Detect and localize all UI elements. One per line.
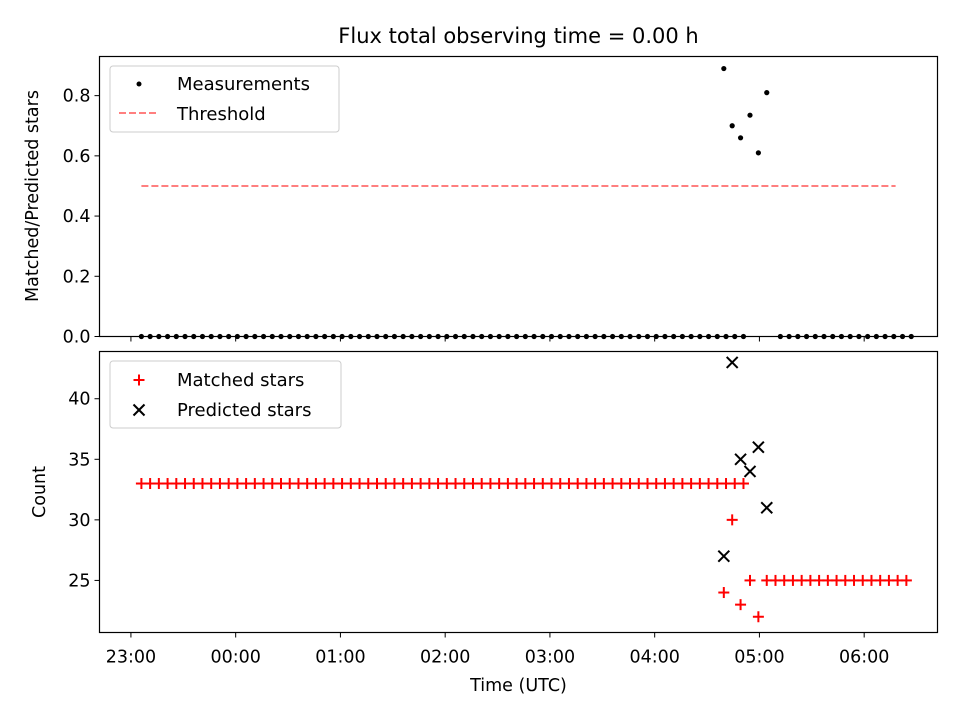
top-axes-frame bbox=[98, 55, 939, 338]
top-y-tick-label: 0.0 bbox=[63, 328, 91, 348]
measurement-point bbox=[755, 150, 761, 156]
predicted-star-stroke bbox=[725, 356, 739, 369]
legend-predicted-marker bbox=[132, 403, 146, 417]
matched-star-point bbox=[737, 478, 749, 490]
predicted-star-point bbox=[717, 549, 731, 563]
predicted-star-stroke bbox=[743, 465, 757, 478]
bottom-y-tick-label: 25 bbox=[68, 571, 90, 591]
top-legend: Measurements Threshold bbox=[109, 65, 340, 133]
bottom-plot-area bbox=[135, 356, 912, 623]
predicted-star-stroke bbox=[752, 440, 765, 454]
matched-star-point bbox=[900, 574, 912, 586]
bottom-y-tick-label: 35 bbox=[68, 450, 90, 470]
top-y-tick-label: 0.2 bbox=[63, 267, 91, 287]
bottom-x-tick-label: 02:00 bbox=[420, 648, 470, 668]
top-y-ticks: 0.0 0.2 0.4 0.6 0.8 bbox=[63, 87, 100, 348]
measurement-point bbox=[729, 123, 735, 129]
measurement-point bbox=[737, 135, 744, 141]
bottom-panel: Count Time (UTC) 25 30 35 40 23:00 00:00 01:0… bbox=[30, 350, 939, 696]
matched-star-point bbox=[752, 611, 764, 623]
x-axis-label: Time (UTC) bbox=[469, 676, 567, 696]
bottom-x-tick-label: 00:00 bbox=[210, 648, 260, 668]
bottom-x-tick-label: 06:00 bbox=[839, 648, 889, 668]
legend-matched-label: Matched stars bbox=[177, 370, 304, 391]
legend-threshold-label: Threshold bbox=[176, 104, 266, 125]
top-y-tick-label: 0.6 bbox=[63, 147, 91, 167]
predicted-star-point bbox=[743, 465, 757, 478]
bottom-axes-frame bbox=[98, 350, 939, 634]
legend-measurements-label: Measurements bbox=[177, 74, 310, 95]
bottom-x-tick-label: 03:00 bbox=[525, 648, 575, 668]
bottom-legend-box bbox=[109, 360, 342, 429]
top-y-tick-label: 0.8 bbox=[63, 87, 91, 107]
bottom-y-tick-label: 40 bbox=[68, 390, 90, 410]
predicted-star-point bbox=[725, 356, 739, 369]
predicted-star-stroke bbox=[760, 501, 773, 514]
bottom-x-tick-label: 01:00 bbox=[315, 648, 365, 668]
predicted-star-stroke bbox=[734, 453, 747, 466]
predicted-star-stroke bbox=[717, 549, 731, 563]
bottom-y-axis-label: Count bbox=[30, 466, 50, 518]
measurement-point bbox=[764, 90, 770, 96]
top-y-axis-label: Matched/Predicted stars bbox=[23, 90, 43, 302]
legend-predicted-label: Predicted stars bbox=[177, 400, 311, 421]
matched-star-point bbox=[726, 514, 738, 526]
bottom-x-tick-label: 04:00 bbox=[629, 648, 679, 668]
predicted-star-point bbox=[760, 501, 773, 514]
top-y-tick-label: 0.4 bbox=[63, 207, 91, 227]
legend-matched-marker bbox=[133, 374, 145, 386]
bottom-x-tick-label: 05:00 bbox=[734, 648, 784, 668]
bottom-y-ticks: 25 30 35 40 bbox=[68, 390, 100, 591]
measurement-point bbox=[747, 112, 753, 118]
predicted-star-point bbox=[752, 440, 765, 454]
top-panel: Flux total observing time = 0.00 h Match… bbox=[23, 24, 939, 348]
bottom-legend: Matched stars Predicted stars bbox=[109, 360, 342, 429]
legend-measurements-marker bbox=[136, 81, 142, 87]
matched-star-point bbox=[718, 587, 730, 599]
bottom-y-tick-label: 30 bbox=[68, 511, 90, 531]
chart-title: Flux total observing time = 0.00 h bbox=[338, 24, 698, 48]
measurement-point bbox=[721, 65, 727, 72]
predicted-star-point bbox=[734, 453, 747, 466]
top-legend-box bbox=[109, 65, 340, 133]
matched-star-point bbox=[744, 574, 756, 586]
matched-star-point bbox=[735, 599, 747, 611]
bottom-x-ticks: 23:00 00:00 01:00 02:00 03:00 04:00 05:00 06:00 bbox=[106, 632, 889, 668]
bottom-x-tick-label: 23:00 bbox=[106, 648, 156, 668]
